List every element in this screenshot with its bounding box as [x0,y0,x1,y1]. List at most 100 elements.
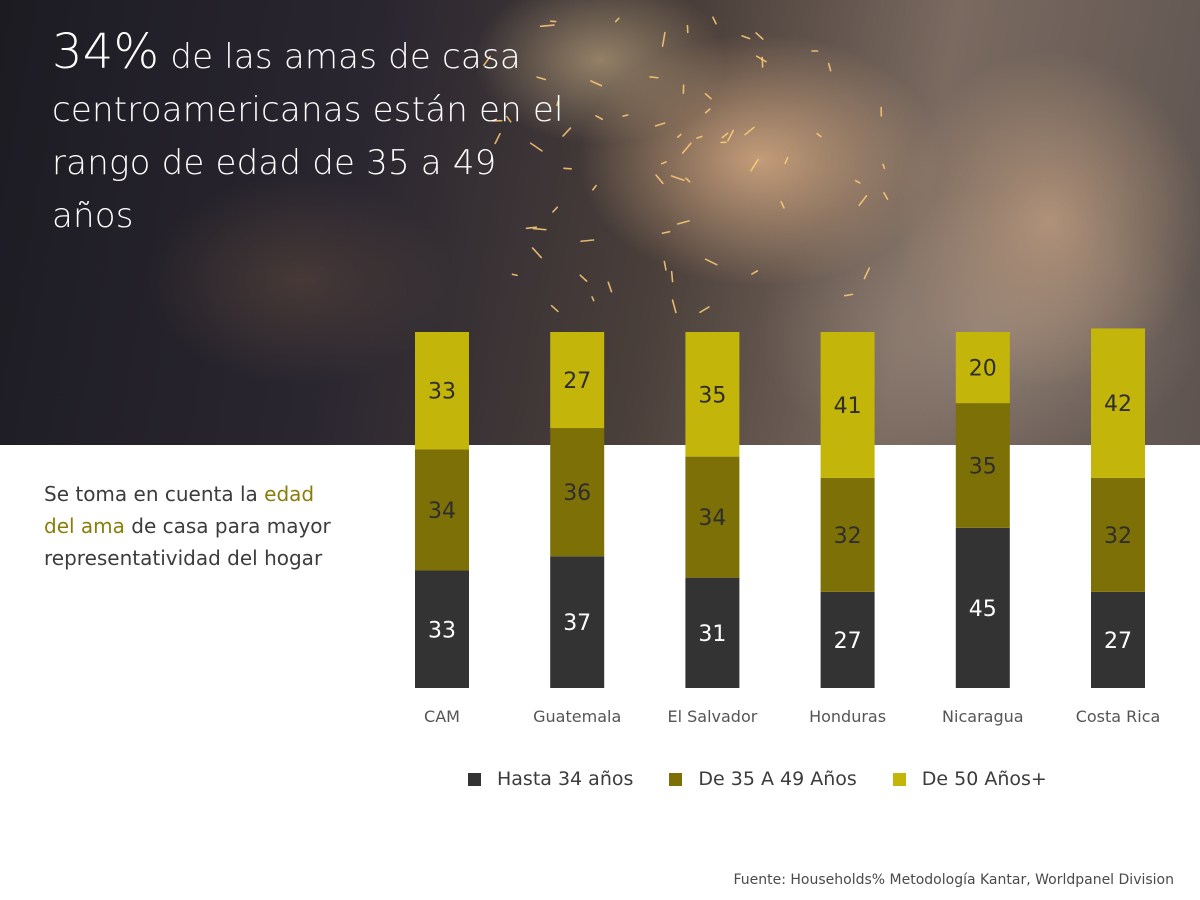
spark [506,115,512,123]
legend-label-de-35-49: De 35 A 49 Años [698,768,857,790]
bar-value-label: 36 [563,481,591,506]
bar-segment-hasta-34 [820,591,875,688]
bar-value-label: 35 [969,455,997,480]
spark [531,247,543,259]
spark [750,158,759,172]
spark [614,17,620,23]
spark [663,260,667,271]
bar-value-label: 33 [428,618,456,643]
bar-value-label: 27 [834,629,862,654]
bar-value-label: 42 [1104,392,1132,417]
x-axis-label: CAM [424,707,460,726]
spark [751,270,759,275]
side-note-highlight: edad del ama [44,482,315,538]
spark [660,161,667,165]
x-axis-label: Honduras [809,707,886,726]
side-note-text-before: Se toma en cuenta la [44,482,258,506]
spark [483,55,492,67]
x-axis-label: El Salvador [667,707,757,726]
legend-item-de-50: De 50 Años+ [892,768,1047,790]
bar-segment-hasta-34 [685,577,740,688]
spark [863,267,871,280]
spark [539,24,555,28]
bar-segment-hasta-34 [955,527,1010,688]
x-axis-label: Costa Rica [1076,707,1161,726]
spark [676,220,690,225]
bar-segment-de-50 [1091,328,1145,478]
sparkler-decoration [483,16,889,314]
spark [591,296,595,302]
bar-segment-de-35-49 [955,403,1010,528]
spark [721,132,729,139]
spark [827,62,832,72]
bar-segment-de-35-49 [1091,477,1145,592]
bar-segment-hasta-34 [1091,591,1145,688]
bar-value-label: 20 [969,357,997,382]
spark [580,239,595,243]
spark [670,175,685,182]
spark [685,177,691,183]
spark [622,114,629,117]
spark [536,76,547,81]
spark [699,306,710,314]
spark [654,122,666,127]
bar-value-label: 34 [428,499,456,524]
x-axis-label: Guatemala [533,707,621,726]
legend-label-hasta-34: Hasta 34 años [497,768,634,790]
spark [883,191,889,200]
spark [494,132,501,145]
bar-segment-hasta-34 [550,556,605,688]
spark [681,142,692,154]
bar-segment-de-50 [550,332,605,429]
headline-text: de las amas de casa centroamericanas est… [52,37,564,236]
spark [696,135,703,139]
legend-item-de-35-49: De 35 A 49 Años [669,768,857,790]
spark [511,273,518,277]
bar-value-label: 41 [834,394,862,419]
bar-value-label: 35 [698,383,726,408]
legend-label-de-50: De 50 Años+ [921,768,1047,790]
spark [661,230,671,235]
side-note: Se toma en cuenta la edad del ama de cas… [44,478,344,574]
bar-segment-de-50 [685,332,740,457]
spark [704,92,712,100]
bar-value-label: 32 [834,524,862,549]
spark [670,270,674,283]
legend-swatch-de-50 [892,772,906,786]
bar-segment-de-50 [415,332,469,450]
bar-value-label: 45 [969,597,997,622]
spark [744,126,755,136]
spark [755,55,767,63]
chart-legend: Hasta 34 años De 35 A 49 Años De 50 Años… [468,768,1083,790]
spark [655,174,664,185]
spark [858,194,868,207]
headline: 34% de las amas de casa centroamericanas… [52,26,572,243]
bar-value-label: 34 [698,506,726,531]
bar-segment-de-35-49 [415,449,469,571]
spark [741,35,751,40]
spark [649,76,659,79]
bar-segment-de-35-49 [820,477,875,592]
legend-swatch-de-35-49 [669,772,683,786]
spark [755,32,764,40]
bar-segment-de-35-49 [550,428,605,557]
spark [579,274,588,282]
x-axis-label: Nicaragua [942,707,1024,726]
spark [550,304,559,313]
bar-value-label: 32 [1104,524,1132,549]
bar-value-label: 33 [428,380,456,405]
spark [529,142,543,152]
legend-item-hasta-34: Hasta 34 años [468,768,633,790]
bar-segment-de-50 [820,332,875,478]
spark [727,129,735,142]
legend-swatch-hasta-34 [468,772,481,786]
bar-segment-de-50 [955,332,1010,404]
spark [780,200,785,209]
spark [590,80,603,87]
spark [556,100,560,107]
spark [661,31,666,47]
spark [671,299,677,314]
spark [704,108,711,114]
bar-segment-de-35-49 [685,456,740,578]
